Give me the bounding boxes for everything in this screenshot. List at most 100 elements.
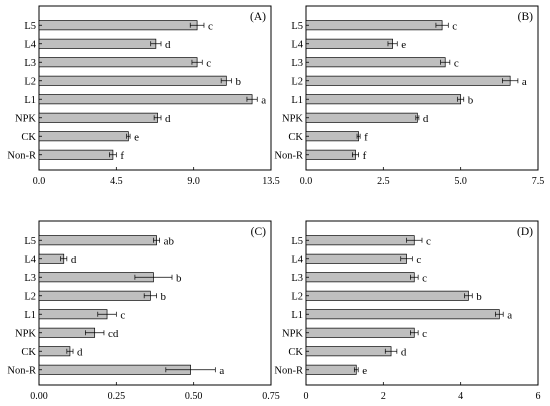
bar	[38, 290, 151, 301]
panel-label: (B)	[518, 11, 534, 23]
category-label: NPK	[282, 113, 303, 124]
panel-label: (D)	[517, 226, 533, 238]
category-label: Non-R	[7, 150, 36, 161]
category-label: L4	[24, 254, 36, 265]
significance-letter: d	[165, 39, 171, 51]
panel-frame	[305, 220, 539, 386]
x-tick-label: 5.0	[454, 176, 467, 187]
x-tick-label: 6	[536, 391, 541, 402]
x-tick-label: 2.5	[377, 176, 390, 187]
bar	[305, 346, 392, 357]
category-label: NPK	[282, 328, 303, 339]
bar	[305, 272, 415, 283]
x-tick-label: 2	[381, 391, 386, 402]
panel-frame	[305, 5, 539, 171]
panel-frame	[38, 5, 272, 171]
significance-letter: a	[522, 76, 527, 88]
x-tick-label: 0.25	[108, 391, 126, 402]
category-label: Non-R	[274, 150, 303, 161]
significance-letter: b	[476, 291, 482, 303]
significance-letter: cd	[108, 328, 119, 340]
significance-letter: c	[454, 57, 459, 69]
category-label: L3	[24, 273, 36, 284]
bar	[305, 364, 357, 375]
significance-letter: c	[426, 235, 431, 247]
bar	[38, 131, 129, 142]
category-label: L5	[291, 21, 303, 32]
category-label: NPK	[15, 113, 36, 124]
panel-frame	[38, 220, 272, 386]
significance-letter: d	[165, 113, 171, 125]
x-tick-label: 0	[304, 391, 309, 402]
bar	[305, 38, 393, 49]
significance-letter: c	[120, 309, 125, 321]
category-label: L5	[24, 21, 36, 32]
bar	[305, 149, 356, 160]
significance-letter: a	[261, 94, 266, 106]
significance-letter: b	[161, 291, 167, 303]
bar	[38, 235, 157, 246]
x-tick-label: 4.5	[110, 176, 123, 187]
x-tick-label: 4	[458, 391, 463, 402]
significance-letter: c	[422, 328, 427, 340]
significance-letter: a	[507, 309, 512, 321]
x-tick-label: 13.5	[262, 176, 280, 187]
bar	[38, 20, 198, 31]
category-label: L1	[24, 310, 36, 321]
x-tick-label: 0.50	[185, 391, 203, 402]
category-label: L4	[291, 254, 303, 265]
bar	[38, 94, 253, 105]
significance-letter: b	[235, 76, 241, 88]
bar	[38, 75, 227, 86]
panel-label: (A)	[250, 11, 266, 23]
bar	[38, 38, 157, 49]
significance-letter: c	[208, 20, 213, 32]
significance-letter: ab	[164, 235, 175, 247]
x-tick-label: 0.75	[262, 391, 280, 402]
panel-c: L5 ab L4 d L3 b L2 b L1 c NPK cd CK d Non-R a 0.00 0.25 0.…	[7, 220, 280, 402]
significance-letter: b	[468, 94, 474, 106]
category-label: L3	[291, 273, 303, 284]
category-label: L2	[291, 291, 303, 302]
bar	[305, 327, 415, 338]
bar	[305, 94, 462, 105]
significance-letter: d	[401, 346, 407, 358]
bar	[38, 346, 71, 357]
x-tick-label: 7.5	[532, 176, 545, 187]
significance-letter: c	[206, 57, 211, 69]
category-label: Non-R	[7, 365, 36, 376]
x-tick-label: 0.0	[33, 176, 46, 187]
panel-d: L5 c L4 c L3 c L2 b L1 a NPK c CK d Non-R e 0 2 4 6 (D)	[274, 220, 541, 402]
significance-letter: e	[362, 365, 367, 377]
significance-letter: e	[134, 131, 139, 143]
category-label: L2	[24, 291, 36, 302]
category-label: L4	[24, 39, 36, 50]
x-tick-label: 9.0	[187, 176, 200, 187]
bar	[38, 112, 158, 123]
significance-letter: f	[120, 150, 124, 162]
bar	[305, 57, 446, 68]
category-label: L3	[291, 58, 303, 69]
category-label: L2	[291, 76, 303, 87]
significance-letter: f	[363, 150, 367, 162]
significance-letter: f	[364, 131, 368, 143]
bar	[305, 131, 359, 142]
significance-letter: d	[77, 346, 83, 358]
category-label: L1	[291, 310, 303, 321]
bar	[305, 20, 443, 31]
significance-letter: d	[423, 113, 429, 125]
significance-letter: c	[416, 254, 421, 266]
panel-label: (C)	[251, 226, 267, 238]
category-label: L3	[24, 58, 36, 69]
category-label: L4	[291, 39, 303, 50]
category-label: CK	[21, 347, 36, 358]
x-tick-label: 0.0	[300, 176, 313, 187]
bar	[305, 290, 469, 301]
significance-letter: c	[422, 272, 427, 284]
significance-letter: c	[452, 20, 457, 32]
category-label: CK	[288, 347, 303, 358]
category-label: L1	[291, 95, 303, 106]
significance-letter: d	[71, 254, 77, 266]
bar	[305, 235, 415, 246]
